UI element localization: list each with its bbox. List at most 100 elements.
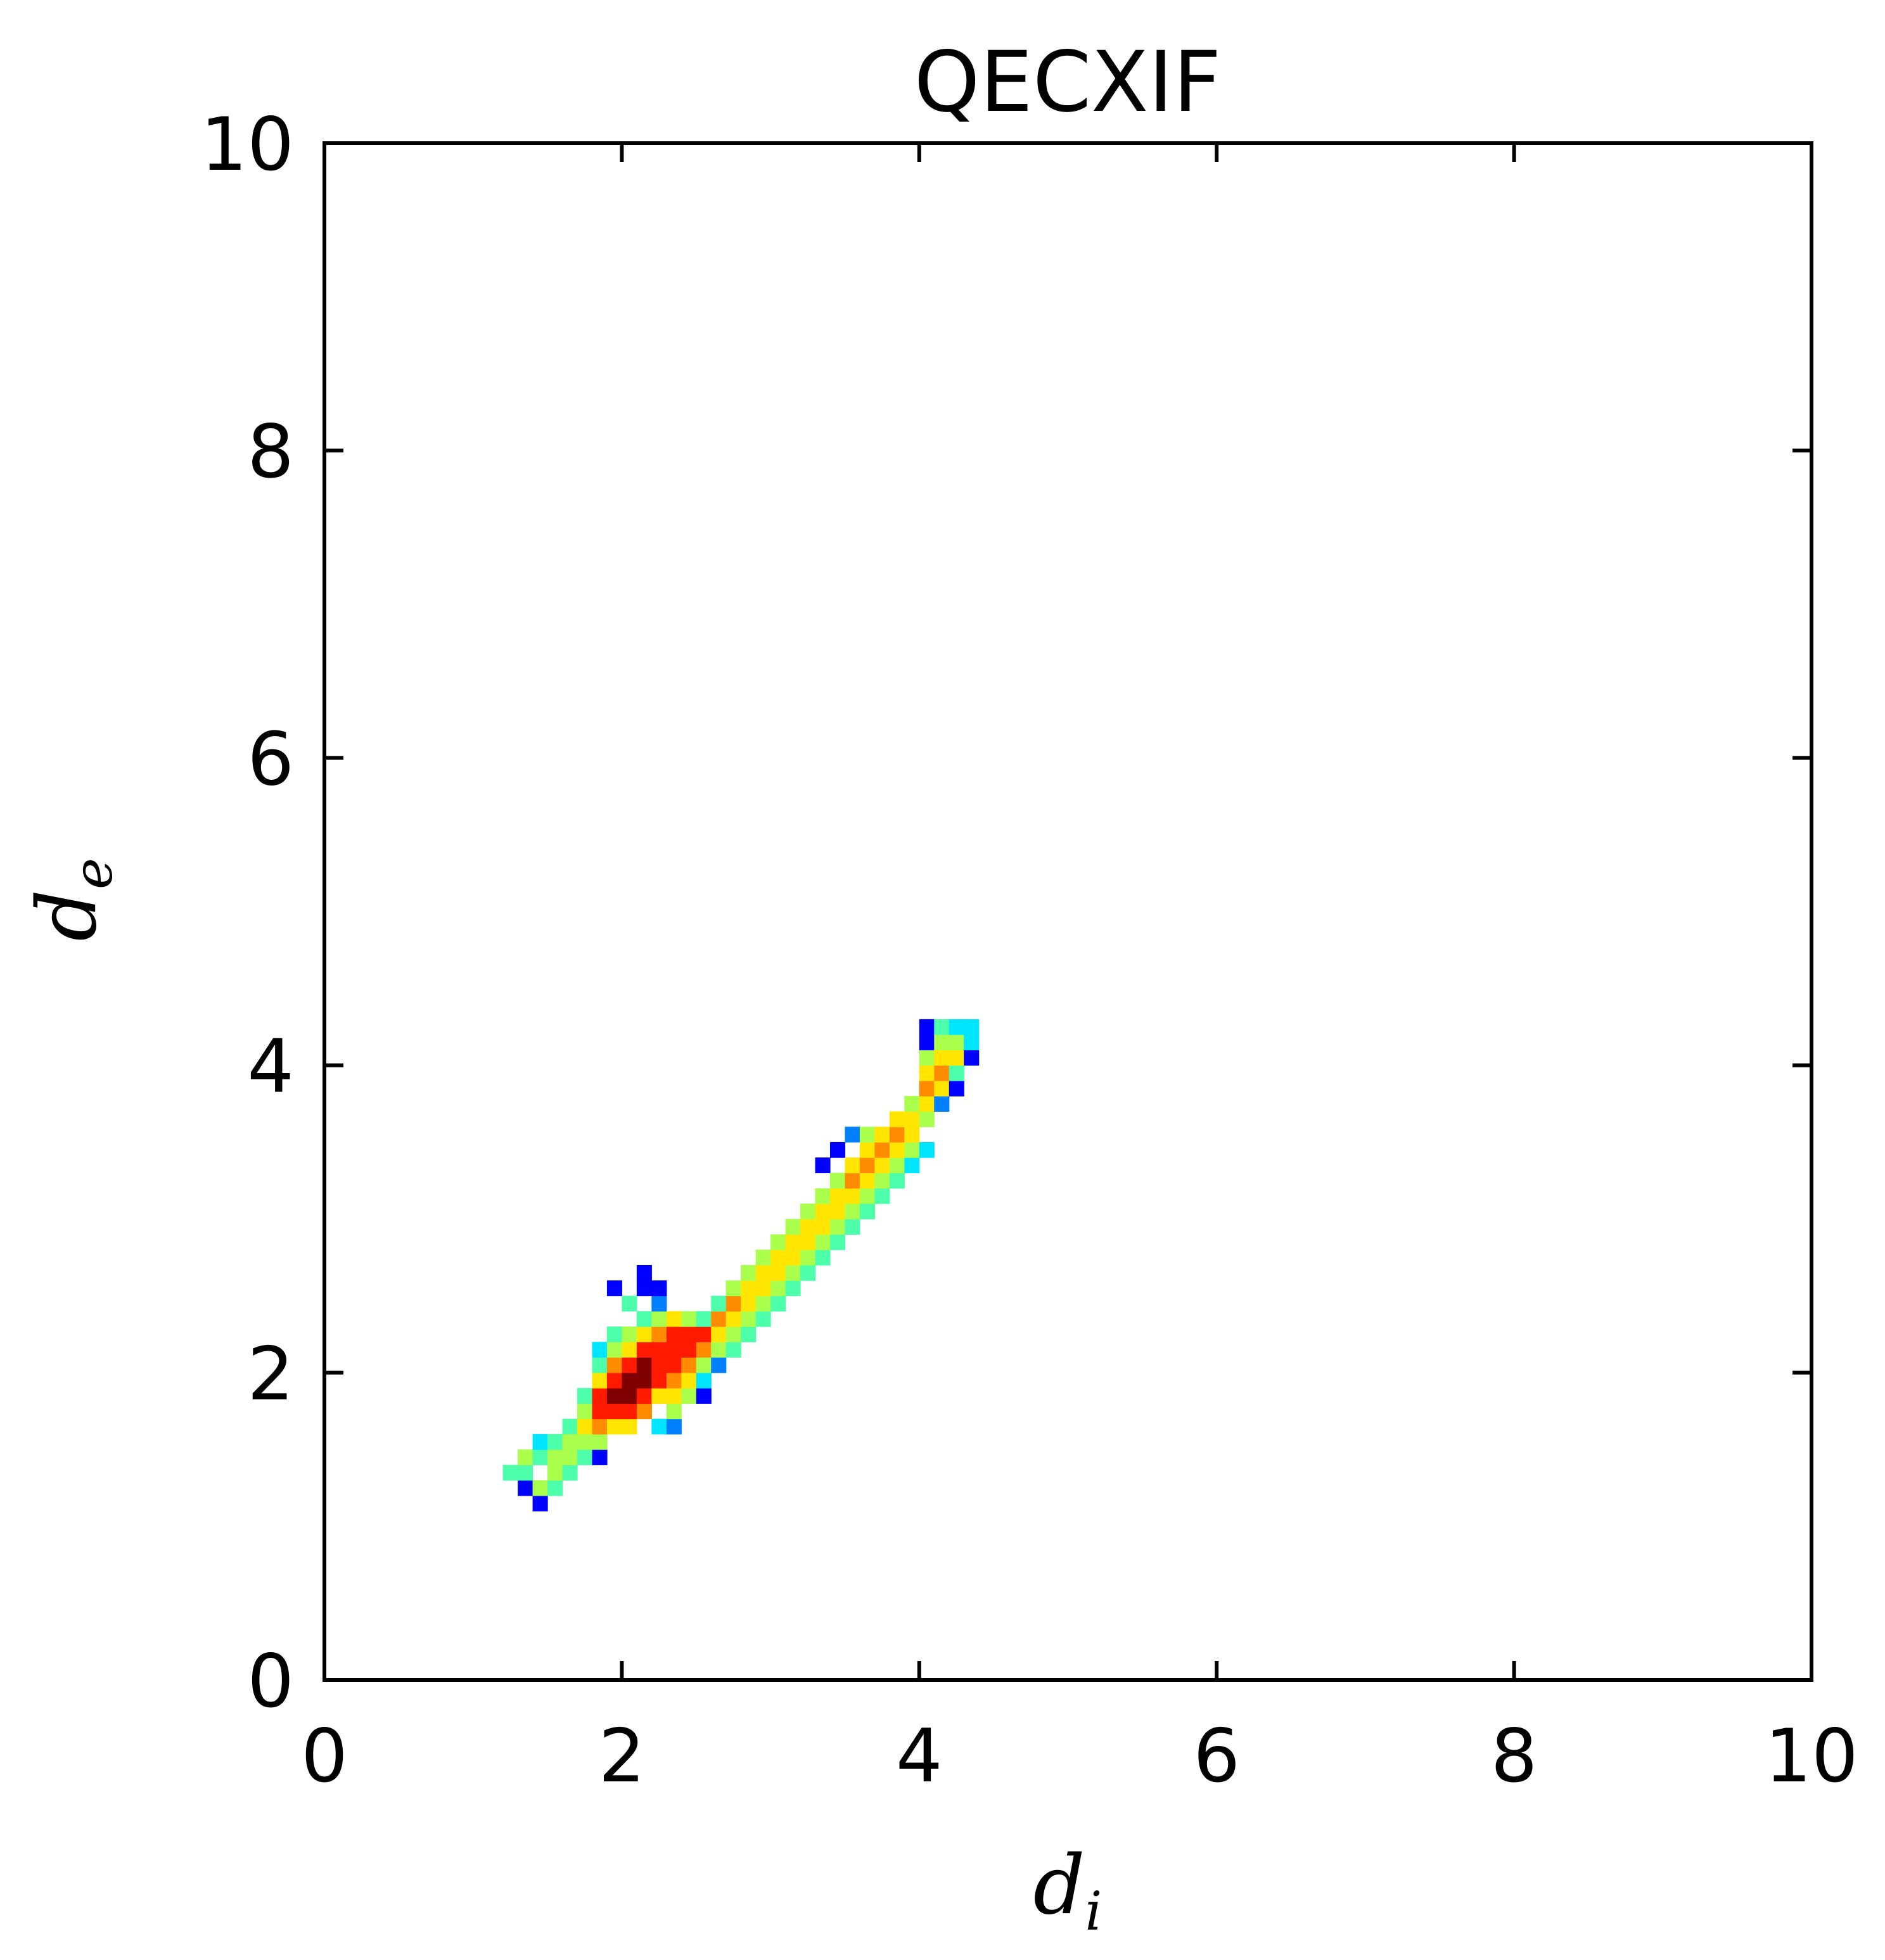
y-tick-label: 2 xyxy=(247,1332,294,1417)
heatmap-cell xyxy=(636,1403,652,1420)
heatmap-cell xyxy=(934,1050,950,1066)
heatmap-cell xyxy=(904,1111,920,1128)
heatmap-cell xyxy=(636,1388,652,1404)
heatmap-cell xyxy=(919,1142,935,1158)
y-axis-label-base: d xyxy=(20,889,115,941)
y-axis-label-sub: e xyxy=(62,858,124,889)
heatmap-cell xyxy=(770,1234,786,1250)
heatmap-cell xyxy=(859,1157,875,1174)
heatmap-cell xyxy=(547,1449,563,1465)
heatmap-cell xyxy=(829,1142,846,1158)
heatmap-cell xyxy=(800,1234,816,1250)
heatmap-cell xyxy=(577,1403,593,1420)
axis-ticks xyxy=(323,141,1813,1682)
heatmap-cell xyxy=(622,1403,637,1420)
heatmap-cell xyxy=(666,1403,682,1420)
heatmap-cell xyxy=(547,1465,563,1481)
heatmap-cell xyxy=(502,1465,518,1481)
heatmap-cell xyxy=(770,1280,786,1297)
heatmap-cell xyxy=(859,1173,875,1189)
heatmap-cell xyxy=(606,1418,622,1435)
heatmap-cell xyxy=(696,1357,712,1373)
heatmap-cell xyxy=(815,1234,831,1250)
heatmap-cell xyxy=(904,1096,920,1112)
heatmap-cell xyxy=(919,1019,935,1035)
x-axis-label-sub: i xyxy=(1085,1880,1102,1942)
heatmap-cell xyxy=(964,1034,980,1050)
heatmap-cell xyxy=(577,1434,593,1450)
heatmap-cell xyxy=(800,1219,816,1235)
heatmap-cell xyxy=(829,1234,846,1250)
heatmap-cell xyxy=(606,1403,622,1420)
heatmap-cell xyxy=(696,1327,712,1342)
y-tick-label: 8 xyxy=(247,409,294,495)
heatmap-cell xyxy=(725,1295,741,1312)
heatmap-cell xyxy=(636,1372,652,1389)
heatmap-cell xyxy=(651,1295,667,1312)
heatmap-cell xyxy=(934,1034,950,1050)
heatmap-cell xyxy=(785,1264,801,1281)
y-tick-label: 6 xyxy=(247,716,294,802)
heatmap-cell xyxy=(919,1111,935,1128)
heatmap-cell xyxy=(696,1342,712,1358)
heatmap-cell xyxy=(904,1142,920,1158)
heatmap-cell xyxy=(622,1357,637,1373)
heatmap-cell xyxy=(651,1418,667,1435)
heatmap-cell xyxy=(725,1280,741,1297)
heatmap-cell xyxy=(666,1372,682,1389)
heatmap-cell xyxy=(889,1111,905,1128)
heatmap-cell xyxy=(829,1173,846,1189)
heatmap-cell xyxy=(859,1203,875,1219)
heatmap-cell xyxy=(829,1188,846,1204)
heatmap-cell xyxy=(651,1280,667,1297)
heatmap-cell xyxy=(741,1311,757,1327)
heatmap-cell xyxy=(592,1372,608,1389)
y-tick-label: 0 xyxy=(247,1639,294,1724)
heatmap-cell xyxy=(815,1249,831,1266)
heatmap-cell xyxy=(874,1173,890,1189)
heatmap-cell xyxy=(681,1311,697,1327)
heatmap-cell xyxy=(785,1280,801,1297)
plot-frame xyxy=(323,141,1813,1682)
heatmap-cell xyxy=(622,1372,637,1389)
heatmap-cells xyxy=(502,1019,980,1511)
heatmap-cell xyxy=(562,1418,578,1435)
heatmap-cell xyxy=(532,1449,548,1465)
heatmap-cell xyxy=(949,1050,964,1066)
heatmap-cell xyxy=(964,1050,980,1066)
heatmap-cell xyxy=(636,1311,652,1327)
heatmap-cell xyxy=(785,1219,801,1235)
heatmap-cell xyxy=(666,1311,682,1327)
heatmap-cell xyxy=(934,1019,950,1035)
heatmap-cell xyxy=(949,1065,964,1081)
heatmap-cell xyxy=(622,1418,637,1435)
heatmap-cell xyxy=(919,1096,935,1112)
heatmap-cell xyxy=(725,1327,741,1342)
heatmap-cell xyxy=(934,1065,950,1081)
heatmap-cell xyxy=(859,1142,875,1158)
heatmap-cell xyxy=(518,1449,534,1465)
heatmap-cell xyxy=(696,1388,712,1404)
heatmap-cell xyxy=(696,1311,712,1327)
heatmap-cell xyxy=(636,1357,652,1373)
heatmap-cell xyxy=(904,1157,920,1174)
heatmap-cell xyxy=(725,1342,741,1358)
x-tick-label: 4 xyxy=(896,1714,943,1799)
heatmap-cell xyxy=(845,1157,860,1174)
heatmap-cell xyxy=(904,1126,920,1143)
heatmap-cell xyxy=(622,1388,637,1404)
heatmap-cell xyxy=(547,1480,563,1496)
heatmap-cell xyxy=(755,1249,771,1266)
heatmap-cell xyxy=(622,1327,637,1342)
heatmap-cell xyxy=(845,1188,860,1204)
heatmap-cell xyxy=(636,1264,652,1281)
heatmap-cell xyxy=(592,1403,608,1420)
heatmap-cell xyxy=(815,1188,831,1204)
heatmap-cell xyxy=(681,1342,697,1358)
heatmap-cell xyxy=(636,1280,652,1297)
heatmap-cell xyxy=(606,1327,622,1342)
heatmap-cell xyxy=(532,1495,548,1511)
x-tick-label: 2 xyxy=(598,1714,645,1799)
heatmap-cell xyxy=(681,1327,697,1342)
heatmap-cell xyxy=(829,1203,846,1219)
